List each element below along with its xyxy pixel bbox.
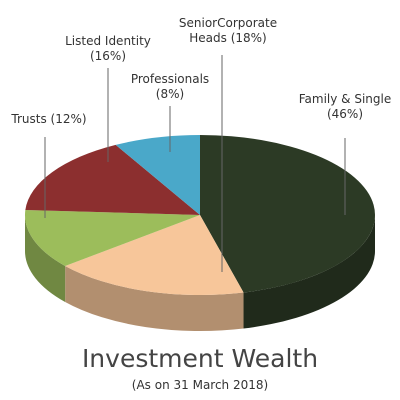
slice-label: SeniorCorporate Heads (18%) bbox=[172, 16, 284, 46]
slice-label: Listed Identity (16%) bbox=[58, 34, 158, 64]
slice-side bbox=[65, 265, 244, 331]
value-label: (12%) bbox=[50, 112, 87, 126]
chart-subtitle: (As on 31 March 2018) bbox=[131, 378, 269, 392]
slice bbox=[24, 209, 200, 266]
chart-title: Investment Wealth bbox=[81, 344, 319, 373]
category-label: Trusts bbox=[11, 112, 47, 126]
slice bbox=[200, 135, 376, 293]
value-label: (16%) bbox=[89, 49, 127, 63]
category-label: Family & Single bbox=[298, 92, 392, 106]
value-label: (8%) bbox=[155, 87, 185, 101]
slice-label: Family & Single (46%) bbox=[290, 92, 400, 122]
category-label: SeniorCorporate Heads bbox=[178, 16, 278, 45]
slice-side bbox=[243, 215, 375, 329]
slice bbox=[115, 135, 200, 215]
slice-label: Trusts (12%) bbox=[4, 112, 94, 127]
value-label: (46%) bbox=[326, 107, 364, 121]
slice bbox=[25, 144, 200, 215]
slice-label: Professionals (8%) bbox=[125, 72, 215, 102]
category-label: Professionals bbox=[130, 72, 210, 86]
category-label: Listed Identity bbox=[65, 34, 151, 48]
slice-side bbox=[24, 215, 66, 302]
slice bbox=[65, 215, 244, 295]
value-label: (18%) bbox=[230, 31, 267, 45]
